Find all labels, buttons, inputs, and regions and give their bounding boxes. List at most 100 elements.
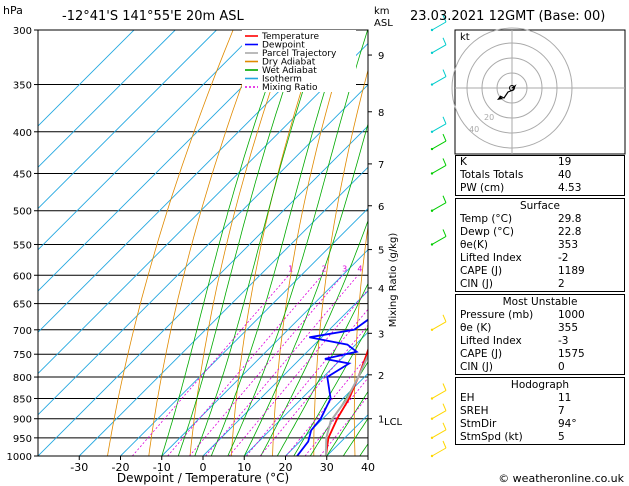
pressure-label-800: 800: [13, 373, 32, 384]
wet-adiabat: [293, 326, 368, 456]
mu-li-value: -3: [558, 335, 569, 347]
isotherm: [38, 30, 135, 127]
k-index-value: 19: [558, 156, 572, 168]
pressure-label-1000: 1000: [7, 452, 32, 463]
surface-cape-value: 1189: [558, 265, 585, 277]
wind-barb: [430, 314, 447, 331]
mixing-ratio-label-10: 10: [406, 264, 416, 273]
eh-label: EH: [460, 392, 475, 404]
dry-adiabat: [313, 68, 368, 456]
wet-adiabat: [276, 282, 368, 456]
temp-label-20: 20: [279, 461, 293, 474]
legend-bg: [242, 30, 356, 92]
km-label-9: 9: [378, 51, 384, 62]
pressure-label-550: 550: [13, 240, 32, 251]
legend-entry-wet-adiabat: Wet Adiabat: [262, 66, 317, 76]
legend-entry-temperature: Temperature: [261, 32, 319, 42]
pressure-label-650: 650: [13, 300, 32, 311]
dry-adiabat: [230, 30, 322, 456]
dry-adiabat: [107, 30, 234, 456]
surface-theta-label: θe(K): [460, 239, 488, 251]
pressure-unit: hPa: [3, 4, 23, 17]
mu-theta-label: θe (K): [460, 322, 492, 334]
temp-label-30: 30: [320, 461, 334, 474]
storm-speed-label: StmSpd (kt): [460, 431, 523, 443]
pw-label: PW (cm): [460, 182, 505, 194]
pressure-label-950: 950: [13, 434, 32, 445]
legend-entry-parcel-trajectory: Parcel Trajectory: [262, 49, 337, 59]
legend-entry-isotherm: Isotherm: [262, 75, 302, 85]
mu-theta-value: 355: [558, 322, 579, 334]
wind-barb: [430, 116, 447, 133]
pressure-label-750: 750: [13, 350, 32, 361]
sreh-label: SREH: [460, 405, 489, 417]
wet-adiabat: [194, 30, 324, 456]
pw-value: 4.53: [558, 182, 582, 194]
mu-cape-label: CAPE (J): [460, 348, 503, 360]
isotherm: [120, 207, 368, 456]
isotherm: [78, 166, 368, 456]
temp-label--20: -20: [112, 461, 130, 474]
mixing-ratio-line: [189, 275, 344, 456]
pressure-label-500: 500: [13, 207, 32, 218]
eh-value: 11: [558, 392, 572, 404]
hodograph: kt 20 40: [451, 27, 626, 155]
hodograph-ring-40: 40: [469, 125, 479, 134]
mixing-ratio-line: [246, 308, 368, 456]
wet-adiabat: [260, 219, 368, 456]
hodograph-unit: kt: [460, 32, 470, 43]
isotherm: [38, 30, 259, 251]
temp-label-0: 0: [200, 461, 207, 474]
isotherm: [38, 30, 341, 333]
mixing-ratio-label-6: 6: [380, 264, 385, 273]
wind-barb: [430, 37, 447, 55]
isotherm: [38, 42, 368, 375]
sreh-value: 7: [558, 405, 565, 417]
km-label-4: 4: [378, 284, 384, 295]
dry-adiabat: [189, 30, 292, 456]
series-parcel-trajectory: [324, 353, 368, 456]
hodograph-ring-20: 20: [484, 113, 494, 122]
surface-cape-label: CAPE (J): [460, 265, 503, 277]
legend-entry-dry-adiabat: Dry Adiabat: [262, 58, 316, 68]
mu-pressure-value: 1000: [558, 309, 585, 321]
dry-adiabat: [148, 30, 263, 456]
location-title: -12°41'S 141°55'E 20m ASL: [62, 9, 244, 24]
mu-li-label: Lifted Index: [460, 335, 522, 347]
surface-cin-label: CIN (J): [460, 278, 493, 290]
surface-theta-value: 353: [558, 239, 579, 251]
height-unit-asl: ASL: [374, 18, 393, 29]
wet-adiabat: [227, 30, 368, 456]
temp-label--30: -30: [70, 461, 88, 474]
legend-entry-mixing-ratio: Mixing Ratio: [262, 83, 318, 93]
temp-label--10: -10: [153, 461, 171, 474]
isotherm: [285, 372, 368, 456]
wet-adiabat: [210, 30, 345, 456]
wind-barb: [430, 229, 447, 246]
km-label-3: 3: [378, 329, 384, 340]
temp-label-40: 40: [361, 461, 375, 474]
most-unstable-box: Most Unstable Pressure (mb) 1000 θe (K) 35…: [455, 294, 625, 375]
surface-dewp-label: Dewp (°C): [460, 226, 514, 238]
datetime-title: 23.03.2021 12GMT (Base: 00): [410, 9, 605, 24]
mu-pressure-label: Pressure (mb): [460, 309, 534, 321]
series-dewpoint: [296, 318, 368, 456]
isotherm: [38, 84, 368, 416]
wind-barb: [430, 195, 447, 212]
hodograph-box: Hodograph EH 11 SREH 7 StmDir 94° StmSpd (k…: [455, 377, 625, 445]
totals-totals-label: Totals Totals: [460, 169, 524, 181]
mixing-ratio-line: [285, 354, 368, 456]
k-index-label: K: [460, 156, 467, 168]
x-axis-label: Dewpoint / Temperature (°C): [117, 471, 289, 485]
surface-li-label: Lifted Index: [460, 252, 522, 264]
km-label-6: 6: [378, 202, 384, 213]
wind-barb: [430, 422, 447, 440]
km-label-8: 8: [378, 108, 384, 119]
km-label-5: 5: [378, 246, 384, 257]
indices-panel: K 19 Totals Totals 40 PW (cm) 4.53 Surface …: [455, 155, 625, 447]
temp-label-10: 10: [237, 461, 251, 474]
isotherm: [243, 331, 368, 456]
surface-cin-value: 2: [558, 278, 565, 290]
